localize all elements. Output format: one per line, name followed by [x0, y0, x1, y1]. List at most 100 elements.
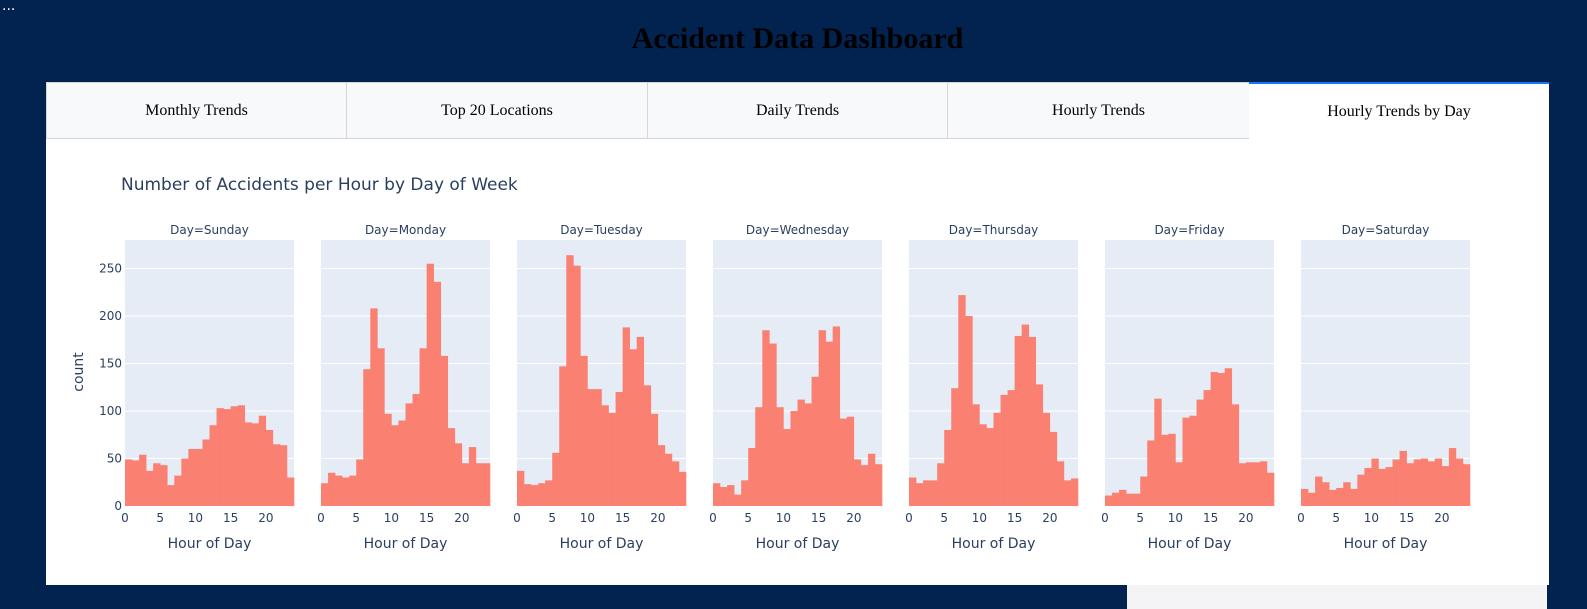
bar [937, 463, 945, 506]
bar [1056, 461, 1065, 506]
bar [1189, 415, 1197, 506]
bar [594, 389, 602, 506]
x-tick-label: 0 [513, 511, 521, 525]
bar [979, 424, 987, 506]
bar [1301, 488, 1309, 506]
bar [566, 255, 574, 506]
bar [1378, 468, 1386, 506]
bar [251, 423, 260, 506]
bar [1000, 394, 1008, 506]
x-axis-label: Hour of Day [756, 536, 840, 552]
bar [720, 487, 728, 506]
facet-tuesday: Day=Tuesday 0 5 10 15 20 Hour of Day [513, 223, 687, 552]
bar [1455, 458, 1464, 506]
facet-sunday: Day=Sunday 0 5 10 15 20 Hour of Day 0 50 100 150 20… [99, 223, 295, 552]
bar [349, 475, 357, 506]
bar [545, 480, 553, 506]
tab-hourly-trends-by-day[interactable]: Hourly Trends by Day [1249, 82, 1549, 140]
x-tick-label: 5 [940, 511, 948, 525]
y-tick-label: 100 [99, 404, 122, 418]
bar [398, 420, 406, 506]
page-title: Accident Data Dashboard [631, 22, 964, 55]
tab-monthly-trends[interactable]: Monthly Trends [46, 82, 347, 139]
bar [615, 392, 623, 506]
x-axis-label: Hour of Day [560, 536, 644, 552]
bar [433, 281, 442, 506]
x-axis-label: Hour of Day [952, 536, 1036, 552]
bar [328, 472, 336, 506]
bar [531, 485, 539, 506]
bar [153, 463, 161, 506]
bar [1350, 488, 1358, 506]
bar [1196, 399, 1204, 506]
bar [1357, 474, 1365, 506]
bar [769, 343, 777, 506]
bar [664, 453, 673, 506]
x-tick-label: 10 [580, 511, 595, 525]
bar [181, 458, 189, 506]
bar [1182, 417, 1190, 506]
bar [1161, 434, 1169, 506]
bar [867, 453, 876, 506]
bar [643, 385, 652, 506]
bar [1238, 463, 1247, 506]
bar [139, 454, 147, 506]
x-tick-label: 15 [419, 511, 434, 525]
x-tick-label: 15 [1007, 511, 1022, 525]
bar [440, 355, 449, 506]
bar [573, 265, 581, 506]
bar [195, 449, 203, 506]
bar [552, 452, 560, 506]
x-tick-label: 10 [776, 511, 791, 525]
x-tick-label: 0 [905, 511, 913, 525]
bar [1315, 476, 1323, 506]
bar [972, 404, 980, 506]
x-tick-label: 15 [1399, 511, 1414, 525]
x-tick-label: 10 [188, 511, 203, 525]
facet-title: Day=Thursday [949, 223, 1039, 237]
bar [839, 418, 848, 506]
bar [958, 295, 966, 506]
bar [1420, 458, 1429, 506]
x-tick-label: 0 [1101, 511, 1109, 525]
bar [1259, 461, 1268, 506]
bar [216, 408, 224, 506]
bar [622, 327, 630, 506]
bar [629, 349, 638, 506]
bar [524, 484, 532, 506]
bar [1385, 467, 1393, 506]
bar [734, 494, 742, 506]
bar [1203, 390, 1211, 506]
tab-hourly-trends[interactable]: Hourly Trends [947, 82, 1250, 139]
bar [846, 416, 855, 506]
x-tick-label: 20 [846, 511, 861, 525]
bar [755, 407, 763, 506]
bar [384, 413, 392, 506]
bar [475, 463, 484, 506]
bar [1462, 464, 1471, 506]
x-tick-label: 20 [1042, 511, 1057, 525]
bar [993, 412, 1001, 506]
bar [272, 444, 281, 506]
x-tick-label: 10 [384, 511, 399, 525]
bar [650, 413, 659, 506]
bar [1168, 433, 1176, 506]
overflow-ellipsis: ... [2, 0, 16, 14]
tab-daily-trends[interactable]: Daily Trends [647, 82, 948, 139]
bar [146, 470, 154, 506]
bar [776, 407, 784, 506]
bar [468, 447, 477, 506]
tab-top-20-locations[interactable]: Top 20 Locations [346, 82, 648, 139]
bar [930, 480, 938, 506]
bar [167, 485, 175, 506]
facet-thursday: Day=Thursday 0 5 10 15 20 Hour of Day [905, 223, 1079, 552]
bar [356, 459, 364, 506]
x-tick-label: 0 [121, 511, 129, 525]
bar [1329, 489, 1337, 506]
bar [1063, 480, 1072, 506]
bar [1448, 448, 1457, 506]
bar [1210, 372, 1218, 506]
facet-monday: Day=Monday 0 5 10 15 20 Hour of Day [317, 223, 491, 552]
bar [174, 475, 182, 506]
bar [1147, 440, 1155, 506]
